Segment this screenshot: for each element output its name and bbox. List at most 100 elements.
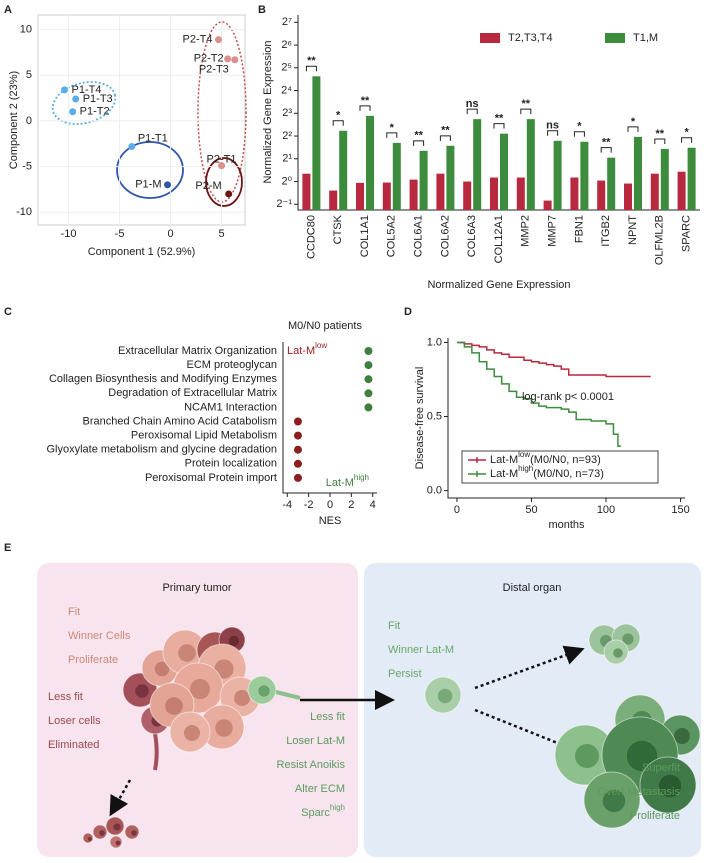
y-tick-label: Glyoxylate metabolism and glycine degrad… — [46, 444, 277, 456]
x-axis-title: Normalized Gene Expression — [427, 279, 570, 291]
significance-label: ** — [414, 130, 423, 142]
point — [69, 108, 76, 115]
section-title: Primary tumor — [162, 582, 231, 594]
nucleus — [99, 830, 105, 836]
bar — [329, 191, 337, 210]
point — [128, 143, 135, 150]
point-label: P2-T1 — [207, 154, 237, 166]
diagram-text: Superfit — [642, 762, 680, 774]
x-tick-label: 100 — [597, 504, 615, 516]
y-tick-label: 2⁵ — [281, 62, 292, 74]
x-tick-label: 50 — [525, 504, 537, 516]
y-tick-label: 2² — [282, 130, 292, 142]
dot — [294, 460, 302, 468]
y-tick-label: Degradation of Extracellular Matrix — [108, 387, 277, 399]
x-tick-label: 4 — [370, 499, 376, 511]
point — [164, 181, 171, 188]
legend-label: T2,T3,T4 — [508, 32, 553, 44]
diagram-text: Eliminated — [48, 739, 99, 751]
x-tick-label: 0 — [167, 228, 173, 240]
x-tick-label: -2 — [304, 499, 314, 511]
bar — [383, 183, 391, 210]
point — [224, 55, 231, 62]
y-tick-label: 2⁶ — [281, 39, 292, 51]
y-tick-label: Collagen Biosynthesis and Modifying Enzy… — [49, 373, 278, 385]
legend-label-part: (M0/N0, n=93) — [530, 454, 601, 466]
diagram-text: Less fit — [48, 691, 83, 703]
y-tick-label: 2¹ — [282, 153, 292, 165]
bar — [607, 158, 615, 210]
y-tick-label: 0 — [26, 115, 32, 127]
x-tick-label: -4 — [282, 499, 292, 511]
panel-label: A — [4, 4, 12, 16]
y-tick-label: 2³ — [282, 107, 292, 119]
y-tick-label: Extracellular Matrix Organization — [118, 345, 277, 357]
bar — [624, 184, 632, 210]
y-tick-label: Branched Chain Amino Acid Catabolism — [83, 415, 277, 427]
legend-label: T1,M — [633, 32, 658, 44]
significance-label: ** — [307, 55, 316, 67]
point-label: P2-T3 — [199, 64, 229, 76]
point-label: P1-T2 — [80, 106, 110, 118]
panel-label: C — [4, 306, 12, 318]
diagram-text: Proliferate — [68, 654, 118, 666]
annotation-part: Lat-M — [326, 477, 354, 489]
x-tick-label: FBN1 — [573, 215, 585, 243]
significance-label: * — [577, 121, 582, 133]
axis-line — [283, 342, 377, 493]
point — [215, 36, 222, 43]
nucleus — [184, 725, 200, 741]
nucleus — [575, 744, 599, 768]
nucleus — [613, 648, 623, 658]
nucleus — [165, 697, 183, 715]
point — [231, 56, 238, 63]
survival-curve — [457, 342, 651, 376]
annotation: Lat-Mlow — [287, 341, 327, 357]
diagram-text: Less fit — [310, 711, 345, 723]
significance-label: ** — [602, 137, 611, 149]
nucleus — [178, 644, 196, 662]
significance-label: ns — [546, 120, 559, 132]
nucleus — [135, 684, 149, 698]
annotation-part: Lat-M — [287, 345, 315, 357]
x-tick-label: -10 — [61, 228, 77, 240]
legend-label-part: low — [518, 450, 530, 459]
legend-label-part: Lat-M — [490, 468, 518, 480]
significance-label: ** — [495, 113, 504, 125]
bar — [410, 180, 418, 210]
dot — [294, 474, 302, 482]
bar — [463, 182, 471, 210]
x-tick-label: MMP2 — [520, 215, 532, 247]
point — [61, 86, 68, 93]
bar — [339, 131, 347, 210]
section-title: Distal organ — [503, 582, 562, 594]
dot — [364, 347, 372, 355]
y-tick-label: 1.0 — [427, 336, 442, 348]
bar — [678, 172, 686, 210]
nucleus — [229, 636, 239, 646]
dot — [294, 446, 302, 454]
legend-label-part: Lat-M — [490, 454, 518, 466]
bar — [490, 178, 498, 210]
y-tick-label: ECM proteoglycan — [187, 359, 278, 371]
dot — [364, 389, 372, 397]
x-tick-label: -5 — [115, 228, 125, 240]
panel-label: E — [4, 542, 11, 554]
bar — [517, 178, 525, 210]
x-tick-label: 0 — [454, 504, 460, 516]
bar — [634, 137, 642, 210]
nucleus — [215, 719, 233, 737]
chart-title: M0/N0 patients — [288, 320, 362, 332]
dot — [294, 418, 302, 426]
diagram-text: Loser cells — [48, 715, 101, 727]
diagram-text: Alter ECM — [295, 783, 345, 795]
nucleus — [438, 689, 452, 703]
x-tick-label: OLFML2B — [654, 215, 666, 265]
diagram-text: Resist Anoikis — [277, 759, 346, 771]
x-tick-label: COL12A1 — [493, 215, 505, 263]
point — [72, 96, 79, 103]
significance-label: ** — [361, 95, 370, 107]
point-label: P1-T1 — [138, 132, 168, 144]
point — [225, 190, 232, 197]
bar — [651, 174, 659, 210]
